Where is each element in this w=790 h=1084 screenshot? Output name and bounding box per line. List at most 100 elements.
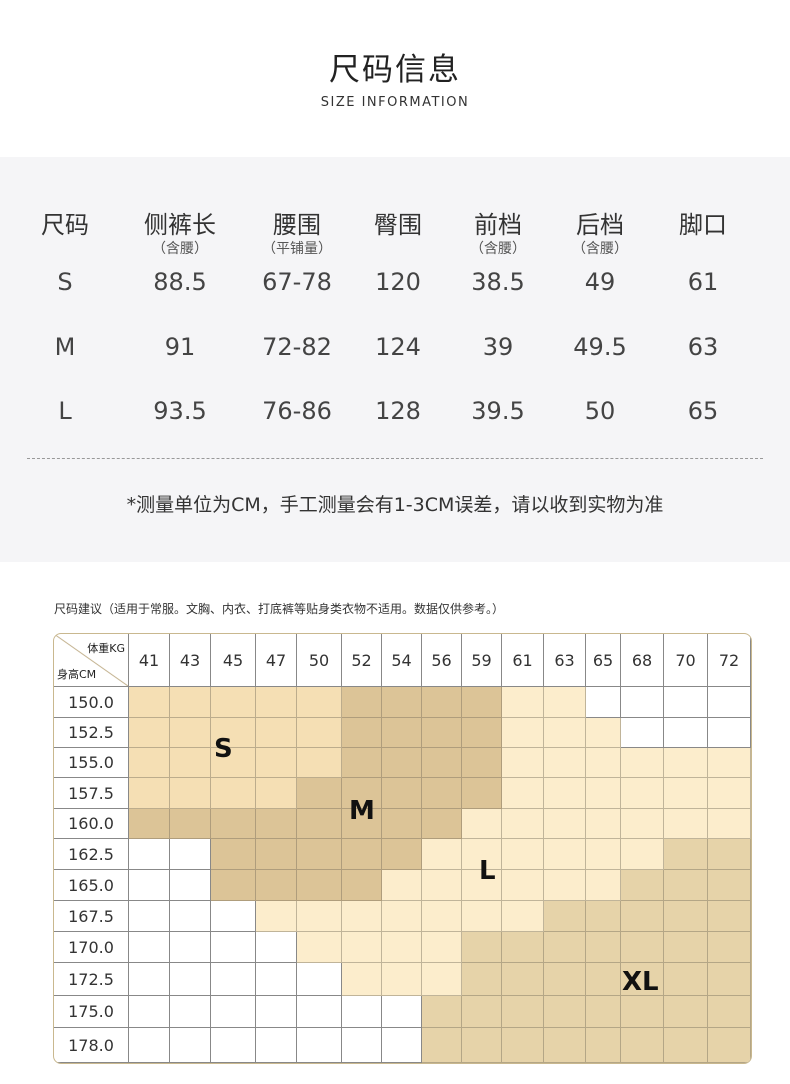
grid-cell — [664, 778, 708, 809]
height-label: 165.0 — [54, 870, 129, 901]
grid-cell — [621, 901, 664, 932]
grid-cell — [664, 809, 708, 839]
grid-cell — [462, 809, 502, 839]
grid-cell — [256, 870, 297, 901]
grid-cell — [129, 809, 170, 839]
table-cell: 67-78 — [262, 268, 332, 296]
size-zone-label: M — [349, 796, 375, 826]
grid-cell — [342, 778, 382, 809]
grid-cell — [664, 687, 708, 718]
table-cell: 76-86 — [262, 397, 332, 425]
weight-header: 45 — [211, 634, 256, 687]
page-subtitle: SIZE INFORMATION — [320, 95, 470, 110]
grid-cell — [382, 870, 422, 901]
grid-cell — [621, 687, 664, 718]
grid-cell — [664, 932, 708, 963]
grid-cell — [621, 839, 664, 870]
column-note: （平铺量） — [262, 241, 332, 257]
grid-cell — [544, 687, 586, 718]
grid-cell — [382, 778, 422, 809]
grid-cell — [342, 809, 382, 839]
grid-cell — [211, 839, 256, 870]
grid-cell — [382, 932, 422, 963]
table-cell: 50 — [584, 397, 616, 425]
table-cell: S — [57, 268, 73, 296]
table-cell: 91 — [164, 333, 196, 361]
grid-cell — [462, 1028, 502, 1063]
height-label: 178.0 — [54, 1028, 129, 1063]
grid-cell — [621, 1028, 664, 1063]
grid-cell — [170, 963, 211, 996]
grid-cell — [586, 870, 621, 901]
grid-cell — [544, 778, 586, 809]
grid-cell — [297, 901, 342, 932]
grid-cell — [129, 778, 170, 809]
grid-cell — [708, 901, 751, 932]
grid-cell — [708, 932, 751, 963]
table-cell: 93.5 — [153, 397, 207, 425]
grid-cell — [502, 996, 544, 1028]
grid-cell — [708, 687, 751, 718]
grid-cell — [297, 839, 342, 870]
grid-cell — [170, 901, 211, 932]
grid-cell — [621, 778, 664, 809]
grid-cell — [586, 901, 621, 932]
grid-cell — [462, 870, 502, 901]
grid-cell — [544, 963, 586, 996]
grid-cell — [502, 932, 544, 963]
grid-cell — [544, 996, 586, 1028]
grid-cell — [342, 901, 382, 932]
grid-cell — [664, 748, 708, 778]
grid-cell — [170, 932, 211, 963]
height-label: 167.5 — [54, 901, 129, 932]
grid-cell — [170, 1028, 211, 1063]
weight-header: 43 — [170, 634, 211, 687]
page-title: 尺码信息 — [329, 52, 461, 88]
weight-header: 50 — [297, 634, 342, 687]
grid-cell — [422, 839, 462, 870]
grid-cell — [621, 748, 664, 778]
grid-cell — [129, 870, 170, 901]
grid-cell — [170, 778, 211, 809]
table-cell: 49.5 — [573, 333, 627, 361]
grid-cell — [462, 778, 502, 809]
grid-cell — [544, 809, 586, 839]
grid-cell — [422, 778, 462, 809]
column-note: （含腰） — [572, 241, 628, 257]
grid-cell — [170, 996, 211, 1028]
grid-cell — [664, 718, 708, 748]
grid-cell — [422, 996, 462, 1028]
grid-cell — [586, 963, 621, 996]
grid-cell — [129, 839, 170, 870]
table-cell: 88.5 — [153, 268, 207, 296]
grid-cell — [297, 809, 342, 839]
height-label: 162.5 — [54, 839, 129, 870]
grid-cell — [256, 996, 297, 1028]
grid-cell — [211, 963, 256, 996]
weight-header: 59 — [462, 634, 502, 687]
table-cell: 72-82 — [262, 333, 332, 361]
grid-cell — [502, 687, 544, 718]
grid-cell — [170, 809, 211, 839]
grid-cell — [297, 748, 342, 778]
grid-cell — [129, 932, 170, 963]
grid-cell — [297, 778, 342, 809]
grid-corner: 体重KG 身高CM — [54, 634, 129, 687]
grid-cell — [382, 839, 422, 870]
grid-cell — [422, 1028, 462, 1063]
grid-cell — [708, 748, 751, 778]
grid-cell — [586, 932, 621, 963]
grid-cell — [502, 778, 544, 809]
weight-header: 63 — [544, 634, 586, 687]
grid-cell — [621, 963, 664, 996]
column-header: 脚口 — [679, 211, 727, 239]
grid-cell — [462, 901, 502, 932]
grid-cell — [342, 870, 382, 901]
size-recommendation-grid: 体重KG 身高CM 41 43 45 47 50 52 54 56 59 61 63 65 68 70 72 15… — [53, 633, 752, 1064]
grid-cell — [708, 870, 751, 901]
grid-cell — [502, 1028, 544, 1063]
weight-header: 61 — [502, 634, 544, 687]
size-zone-label: XL — [622, 967, 659, 997]
grid-cell — [170, 870, 211, 901]
grid-cell — [211, 1028, 256, 1063]
